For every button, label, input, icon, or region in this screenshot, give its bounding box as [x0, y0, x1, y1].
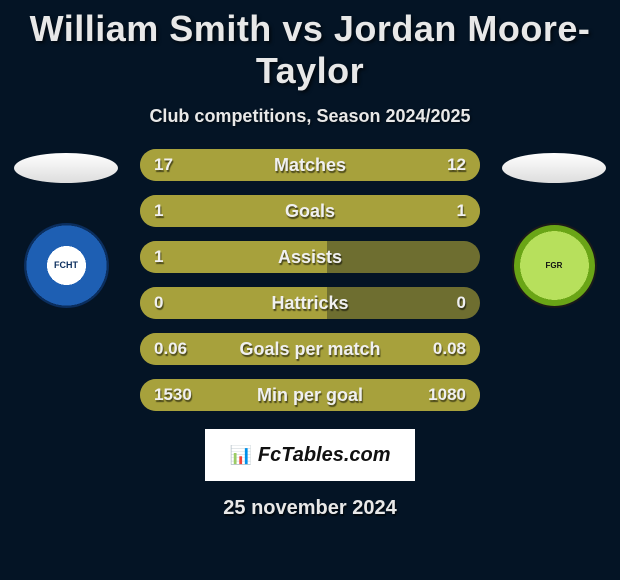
- player2-club-badge: FGR: [512, 223, 597, 308]
- subtitle: Club competitions, Season 2024/2025: [0, 106, 620, 127]
- stat-right-value: 0: [457, 287, 466, 319]
- vs-text: vs: [282, 8, 323, 49]
- stat-bars: 17Matches121Goals11Assists0Hattricks00.0…: [140, 149, 480, 411]
- stat-label: Matches: [140, 149, 480, 181]
- stat-row-2: 1Assists: [140, 241, 480, 273]
- stat-right-value: 1080: [428, 379, 466, 411]
- date-text: 25 november 2024: [0, 497, 620, 520]
- player2-silhouette: [502, 153, 606, 183]
- brand-icon: 📊: [229, 445, 251, 466]
- stat-right-value: 0.08: [433, 333, 466, 365]
- player1-name: William Smith: [30, 8, 272, 49]
- brand-badge: 📊 FcTables.com: [205, 429, 415, 481]
- stat-right-value: 1: [457, 195, 466, 227]
- stat-row-5: 1530Min per goal1080: [140, 379, 480, 411]
- comparison-title: William Smith vs Jordan Moore-Taylor: [0, 0, 620, 92]
- left-side: FCHT: [6, 149, 126, 308]
- brand-text: FcTables.com: [258, 444, 391, 467]
- stat-row-1: 1Goals1: [140, 195, 480, 227]
- stat-label: Goals: [140, 195, 480, 227]
- player1-silhouette: [14, 153, 118, 183]
- stat-label: Assists: [140, 241, 480, 273]
- main-area: FCHT 17Matches121Goals11Assists0Hattrick…: [0, 149, 620, 411]
- player1-club-badge: FCHT: [24, 223, 109, 308]
- stat-right-value: 12: [447, 149, 466, 181]
- stat-row-4: 0.06Goals per match0.08: [140, 333, 480, 365]
- stat-row-3: 0Hattricks0: [140, 287, 480, 319]
- player2-club-label: FGR: [546, 262, 563, 270]
- player1-club-label: FCHT: [54, 261, 78, 270]
- right-side: FGR: [494, 149, 614, 308]
- stat-label: Hattricks: [140, 287, 480, 319]
- stat-row-0: 17Matches12: [140, 149, 480, 181]
- stat-label: Goals per match: [140, 333, 480, 365]
